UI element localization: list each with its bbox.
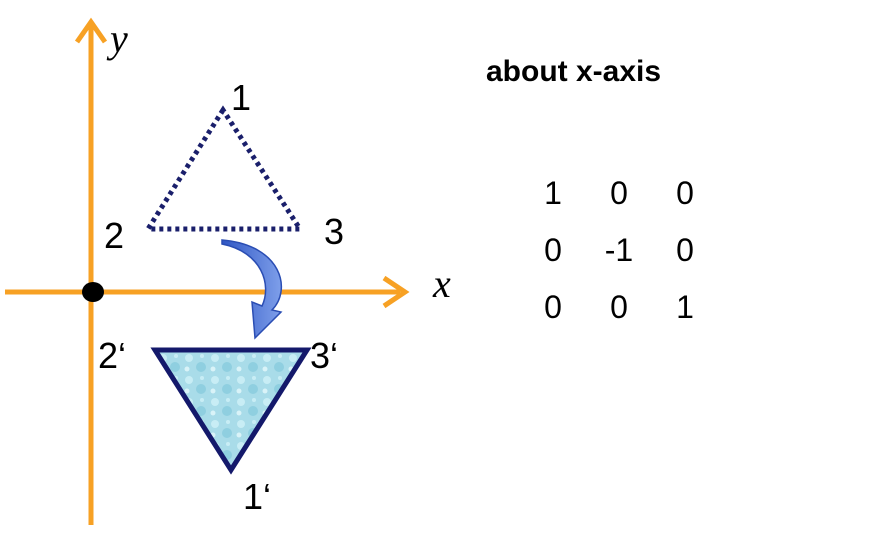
vertex-label-1-prime: 1‘ — [243, 476, 271, 517]
matrix-cell: -1 — [604, 232, 634, 268]
original-triangle — [143, 105, 305, 232]
matrix-cell: 1 — [676, 289, 694, 325]
x-axis-label: x — [432, 261, 451, 306]
matrix-cell: 0 — [610, 289, 628, 325]
matrix-row-2: 0 -1 0 — [520, 222, 718, 279]
vertex-label-3: 3 — [324, 211, 344, 252]
matrix-cell: 1 — [544, 175, 562, 211]
matrix-cell: 0 — [676, 175, 694, 211]
matrix-cell: 0 — [544, 232, 562, 268]
x-axis-arrowhead — [382, 275, 410, 309]
y-axis-arrowhead — [74, 17, 108, 44]
reflection-arrow — [221, 239, 283, 340]
matrix-row-3: 0 0 1 — [520, 279, 718, 336]
vertex-label-3-prime: 3‘ — [310, 335, 338, 376]
reflected-triangle — [150, 347, 312, 475]
y-axis-label: y — [106, 16, 128, 61]
vertex-label-2-prime: 2‘ — [98, 335, 126, 376]
transformation-matrix: 1 0 0 0 -1 0 0 0 1 — [520, 165, 718, 336]
vertex-label-2: 2 — [104, 215, 124, 256]
vertex-label-1: 1 — [231, 77, 251, 118]
matrix-cell: 0 — [544, 289, 562, 325]
matrix-cell: 0 — [610, 175, 628, 211]
origin-point — [82, 282, 104, 302]
title: about x-axis — [486, 55, 662, 88]
matrix-row-1: 1 0 0 — [520, 165, 718, 222]
matrix-cell: 0 — [676, 232, 694, 268]
